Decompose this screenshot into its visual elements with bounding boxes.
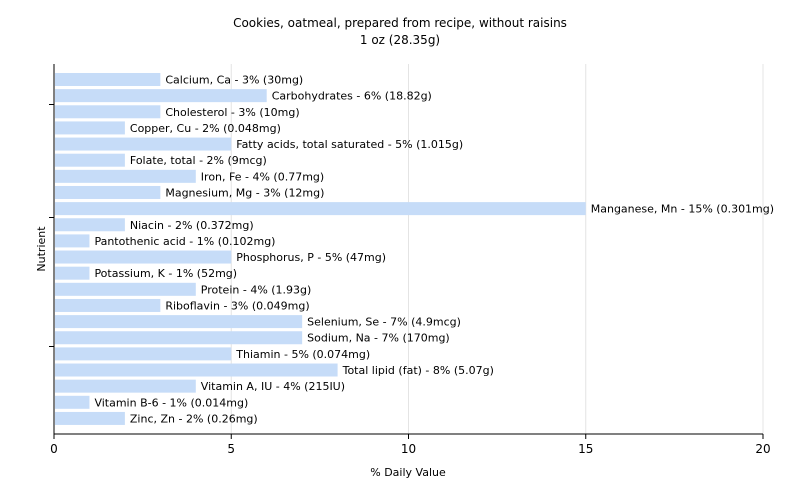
bar — [55, 218, 125, 232]
bar — [55, 234, 90, 248]
bar — [55, 347, 232, 361]
chart-title: Cookies, oatmeal, prepared from recipe, … — [233, 16, 567, 30]
bar-label: Phosphorus, P - 5% (47mg) — [236, 251, 386, 264]
x-tick-label: 15 — [578, 442, 593, 456]
bar-label: Sodium, Na - 7% (170mg) — [307, 332, 450, 345]
x-tick-label: 20 — [755, 442, 770, 456]
bar-label: Iron, Fe - 4% (0.77mg) — [201, 170, 324, 183]
x-tick-label: 0 — [50, 442, 58, 456]
bar — [55, 185, 161, 199]
bar-label: Calcium, Ca - 3% (30mg) — [165, 74, 303, 87]
bar-label: Potassium, K - 1% (52mg) — [94, 267, 237, 280]
x-ticks: 0 5 10 15 20 — [50, 434, 771, 456]
x-tick-label: 10 — [401, 442, 416, 456]
bar — [55, 363, 338, 377]
bar — [55, 395, 90, 409]
bar — [55, 89, 267, 103]
bar — [55, 153, 125, 167]
y-ticks — [49, 104, 54, 347]
bar — [55, 315, 303, 329]
bar — [55, 298, 161, 312]
bar — [55, 282, 196, 296]
bar — [55, 137, 232, 151]
bar — [55, 250, 232, 264]
bar — [55, 379, 196, 393]
bar-label: Zinc, Zn - 2% (0.26mg) — [130, 412, 258, 425]
bar-label: Total lipid (fat) - 8% (5.07g) — [342, 364, 494, 377]
bar — [55, 73, 161, 86]
bar-label: Copper, Cu - 2% (0.048mg) — [130, 122, 281, 135]
bar — [55, 411, 125, 425]
bar-label: Manganese, Mn - 15% (0.301mg) — [591, 203, 774, 216]
bar-label: Selenium, Se - 7% (4.9mcg) — [307, 316, 461, 329]
bar-label: Protein - 4% (1.93g) — [201, 283, 312, 296]
bar-label: Fatty acids, total saturated - 5% (1.015… — [236, 138, 463, 151]
bar — [55, 169, 196, 183]
bar-label: Carbohydrates - 6% (18.82g) — [272, 90, 432, 103]
bar-label: Pantothenic acid - 1% (0.102mg) — [94, 235, 275, 248]
bars: Calcium, Ca - 3% (30mg) Carbohydrates - 6… — [55, 73, 774, 425]
x-axis-title: % Daily Value — [370, 466, 446, 479]
bar — [55, 266, 90, 280]
bar-label: Vitamin A, IU - 4% (215IU) — [201, 380, 345, 393]
bar — [55, 105, 161, 119]
bar-label: Magnesium, Mg - 3% (12mg) — [165, 186, 324, 199]
x-tick-label: 5 — [227, 442, 235, 456]
y-axis-title: Nutrient — [35, 226, 48, 272]
bar-label: Folate, total - 2% (9mcg) — [130, 154, 267, 167]
bar-label: Niacin - 2% (0.372mg) — [130, 219, 254, 232]
bar — [55, 331, 303, 345]
bar-label: Vitamin B-6 - 1% (0.014mg) — [94, 396, 248, 409]
bar-label: Cholesterol - 3% (10mg) — [165, 106, 299, 119]
chart-subtitle: 1 oz (28.35g) — [360, 33, 440, 47]
bar — [55, 202, 586, 216]
bar-label: Riboflavin - 3% (0.049mg) — [165, 299, 309, 312]
bar — [55, 121, 125, 135]
bar-label: Thiamin - 5% (0.074mg) — [235, 348, 370, 361]
